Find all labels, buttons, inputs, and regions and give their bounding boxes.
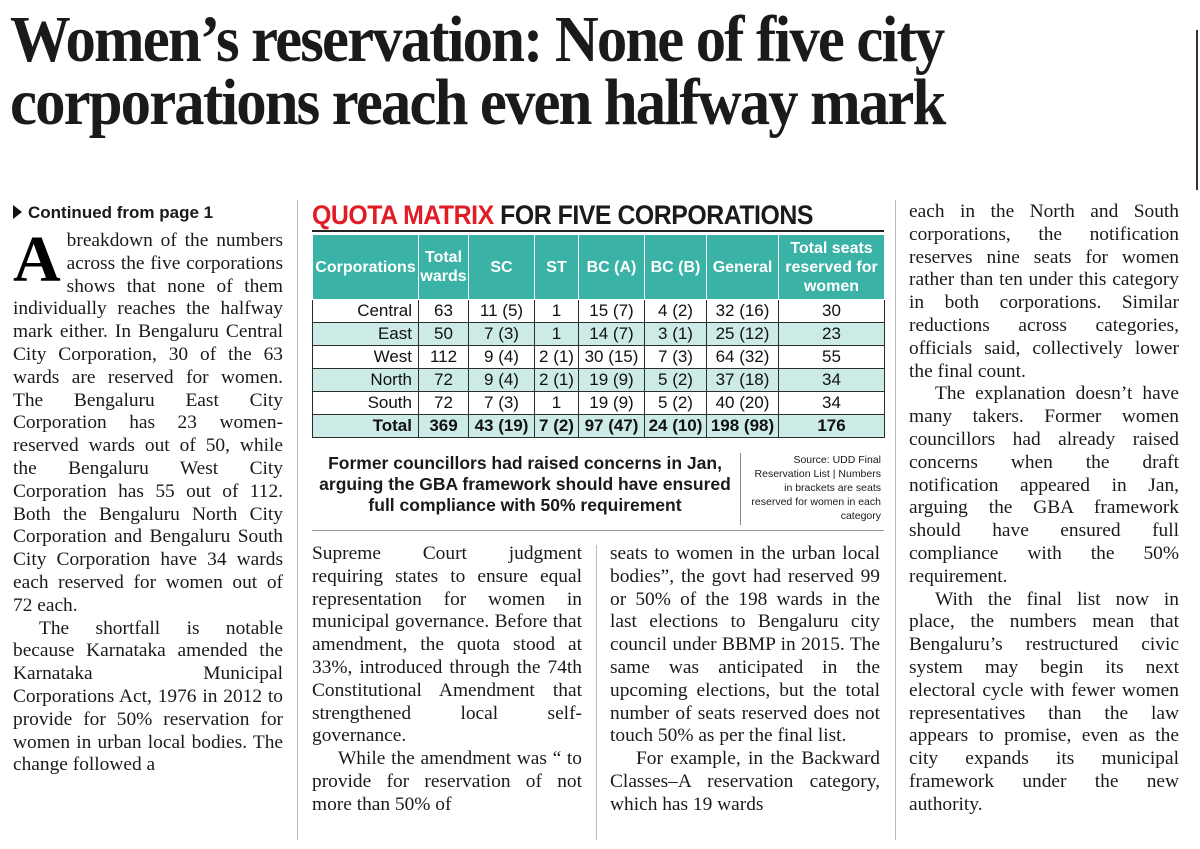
box-bottom-rule (312, 530, 884, 531)
table-cell: 34 (778, 391, 885, 415)
table-row: East 50 7 (3) 1 14 (7) 3 (1) 25 (12) 23 (312, 322, 885, 346)
table-cell: 32 (16) (706, 299, 779, 323)
table-cell: 19 (9) (578, 391, 645, 415)
article-paragraph: The shortfall is notable because Karnata… (13, 617, 283, 776)
total-cell: 198 (98) (706, 414, 779, 438)
header-bc-b: BC (B) (644, 234, 707, 300)
header-total-wards: Total wards (418, 234, 469, 300)
table-cell: 72 (418, 391, 469, 415)
corporation-name-cell: Central (312, 299, 419, 323)
table-row: Central 63 11 (5) 1 15 (7) 4 (2) 32 (16) 30 (312, 299, 885, 323)
table-cell: 112 (418, 345, 469, 369)
table-cell: 40 (20) (706, 391, 779, 415)
quote-divider (740, 453, 741, 525)
table-cell: 72 (418, 368, 469, 392)
total-cell: 24 (10) (644, 414, 707, 438)
total-label-cell: Total (312, 414, 419, 438)
article-paragraph: While the amendment was “ to provide for… (312, 748, 582, 815)
source-note: Source: UDD Final Reservation List | Num… (751, 454, 881, 522)
total-cell: 7 (2) (534, 414, 579, 438)
table-cell: 11 (5) (468, 299, 535, 323)
header-bc-a: BC (A) (578, 234, 645, 300)
box-title-highlight: QUOTA MATRIX (312, 200, 494, 230)
table-cell: 7 (3) (468, 322, 535, 346)
table-total-row: Total 369 43 (19) 7 (2) 97 (47) 24 (10) 198 (9… (312, 414, 885, 438)
article-paragraph: The explanation doesn’t have many takers… (909, 383, 1179, 587)
corporation-name-cell: North (312, 368, 419, 392)
box-title-rest: FOR FIVE CORPORATIONS (500, 200, 813, 230)
table-cell: 30 (15) (578, 345, 645, 369)
table-cell: 2 (1) (534, 368, 579, 392)
corporation-name-cell: East (312, 322, 419, 346)
table-row: West 112 9 (4) 2 (1) 30 (15) 7 (3) 64 (32) 55 (312, 345, 885, 369)
table-cell: 1 (534, 299, 579, 323)
continued-text: Continued from page 1 (28, 203, 214, 222)
article-paragraph: seats to women in the urban local bodies… (610, 543, 880, 747)
total-cell: 176 (778, 414, 885, 438)
article-column-2: Supreme Court judgment requiring states … (312, 543, 582, 817)
table-cell: 9 (4) (468, 345, 535, 369)
corporation-name-cell: South (312, 391, 419, 415)
total-cell: 43 (19) (468, 414, 535, 438)
corporation-name-cell: West (312, 345, 419, 369)
box-title: QUOTA MATRIX FOR FIVE CORPORATIONS (312, 200, 813, 231)
header-sc: SC (468, 234, 535, 300)
edge-rule (1196, 30, 1198, 190)
table-cell: 14 (7) (578, 322, 645, 346)
paragraph-text: breakdown of the numbers across the five… (13, 230, 283, 616)
total-cell: 97 (47) (578, 414, 645, 438)
table-cell: 34 (778, 368, 885, 392)
table-cell: 1 (534, 391, 579, 415)
quota-table: Corporations Total wards SC ST BC (A) BC… (312, 234, 885, 438)
table-header-row: Corporations Total wards SC ST BC (A) BC… (312, 234, 885, 300)
table-cell: 15 (7) (578, 299, 645, 323)
table-cell: 23 (778, 322, 885, 346)
header-corporations: Corporations (312, 234, 419, 300)
article-paragraph: each in the North and South corporations… (909, 201, 1179, 382)
table-cell: 1 (534, 322, 579, 346)
table-cell: 37 (18) (706, 368, 779, 392)
table-cell: 19 (9) (578, 368, 645, 392)
continued-label: Continued from page 1 (13, 203, 213, 223)
table-cell: 2 (1) (534, 345, 579, 369)
table-cell: 7 (3) (644, 345, 707, 369)
article-paragraph: For example, in the Backward Classes–A r… (610, 748, 880, 815)
table-cell: 30 (778, 299, 885, 323)
column-divider (297, 200, 298, 840)
table-row: North 72 9 (4) 2 (1) 19 (9) 5 (2) 37 (18) 34 (312, 368, 885, 392)
article-paragraph: With the final list now in place, the nu… (909, 588, 1179, 815)
header-women-seats: Total seats reserved for women (778, 234, 885, 300)
column-divider (596, 545, 597, 840)
headline: Women’s reservation: None of five city c… (10, 3, 946, 139)
table-cell: 50 (418, 322, 469, 346)
pull-quote: Former councillors had raised concerns i… (319, 453, 731, 515)
table-cell: 55 (778, 345, 885, 369)
article-paragraph: Supreme Court judgment requiring states … (312, 543, 582, 747)
table-body: Central 63 11 (5) 1 15 (7) 4 (2) 32 (16) 30 East… (312, 299, 885, 438)
total-cell: 369 (418, 414, 469, 438)
column-divider (895, 200, 896, 840)
header-general: General (706, 234, 779, 300)
table-cell: 5 (2) (644, 391, 707, 415)
box-title-rule (312, 230, 884, 232)
table-cell: 63 (418, 299, 469, 323)
table-cell: 64 (32) (706, 345, 779, 369)
triangle-icon (13, 205, 22, 219)
article-column-3: seats to women in the urban local bodies… (610, 543, 880, 817)
table-cell: 4 (2) (644, 299, 707, 323)
table-cell: 9 (4) (468, 368, 535, 392)
table-row: South 72 7 (3) 1 19 (9) 5 (2) 40 (20) 34 (312, 391, 885, 415)
drop-cap: A (13, 223, 61, 296)
table-cell: 5 (2) (644, 368, 707, 392)
table-cell: 3 (1) (644, 322, 707, 346)
article-column-4: each in the North and South corporations… (909, 201, 1179, 817)
header-st: ST (534, 234, 579, 300)
table-cell: 7 (3) (468, 391, 535, 415)
table-cell: 25 (12) (706, 322, 779, 346)
